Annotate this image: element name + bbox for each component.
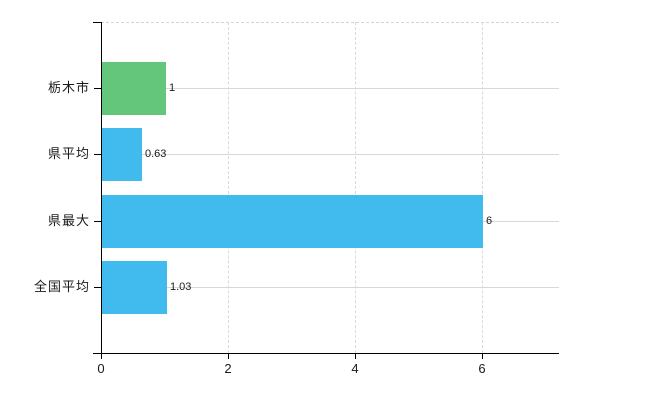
y-axis-end-tick — [93, 22, 101, 23]
x-gridline — [355, 22, 356, 353]
x-gridline — [482, 22, 483, 353]
x-tick — [228, 353, 229, 359]
bar-value-label: 1.03 — [170, 281, 192, 293]
x-tick-label: 0 — [97, 361, 105, 376]
row-gridline — [101, 287, 559, 288]
category-label: 県平均 — [47, 146, 90, 161]
category-label: 県最大 — [47, 213, 90, 228]
bar-value-label: 0.63 — [145, 148, 167, 160]
x-tick — [482, 353, 483, 359]
x-gridline — [228, 22, 229, 353]
plot-top-border — [101, 22, 559, 23]
x-tick-label: 6 — [478, 361, 486, 376]
bar — [102, 128, 142, 181]
y-tick — [94, 88, 101, 89]
bar — [102, 62, 166, 115]
x-tick-label: 2 — [224, 361, 232, 376]
x-tick — [101, 353, 102, 359]
bar-value-label: 6 — [486, 215, 493, 227]
y-tick — [94, 221, 101, 222]
bar — [102, 261, 167, 314]
y-axis — [101, 22, 102, 353]
bar-value-label: 1 — [169, 82, 176, 94]
y-tick — [94, 287, 101, 288]
x-axis — [93, 353, 559, 354]
x-tick-label: 4 — [351, 361, 359, 376]
category-label: 栃木市 — [47, 80, 90, 95]
category-label: 全国平均 — [33, 279, 90, 294]
y-tick — [94, 154, 101, 155]
row-gridline — [101, 154, 559, 155]
x-tick — [355, 353, 356, 359]
bar — [102, 195, 483, 248]
row-gridline — [101, 88, 559, 89]
